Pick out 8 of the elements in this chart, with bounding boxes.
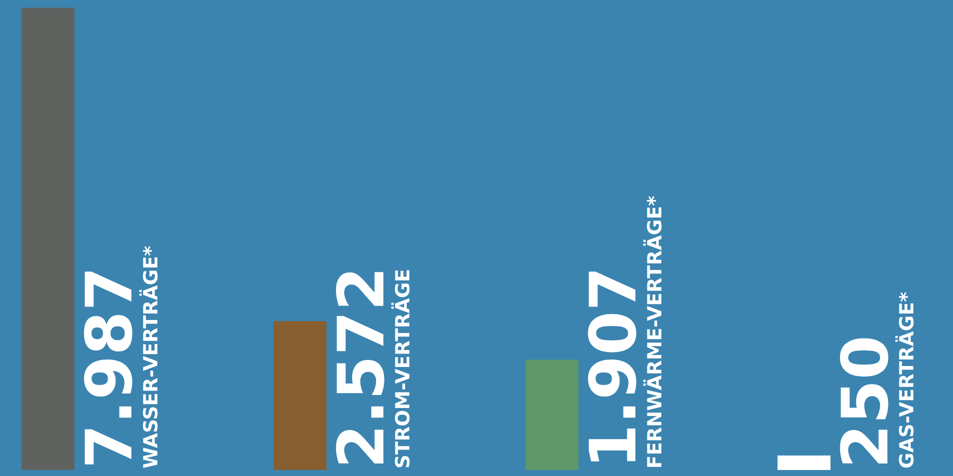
data-label: 2.572 bbox=[336, 272, 384, 464]
x-tick-label: FERNWÄRME-VERTRÄGE* bbox=[643, 196, 662, 467]
data-label: 7.987 bbox=[84, 272, 132, 464]
data-label: 250 bbox=[840, 338, 888, 464]
x-tick-label: STROM-VERTRÄGE bbox=[391, 270, 410, 468]
x-tick-label: WASSER-VERTRÄGE* bbox=[139, 246, 158, 468]
data-label: 1.907 bbox=[588, 272, 636, 462]
x-tick-label: GAS-VERTRÄGE* bbox=[895, 292, 914, 468]
